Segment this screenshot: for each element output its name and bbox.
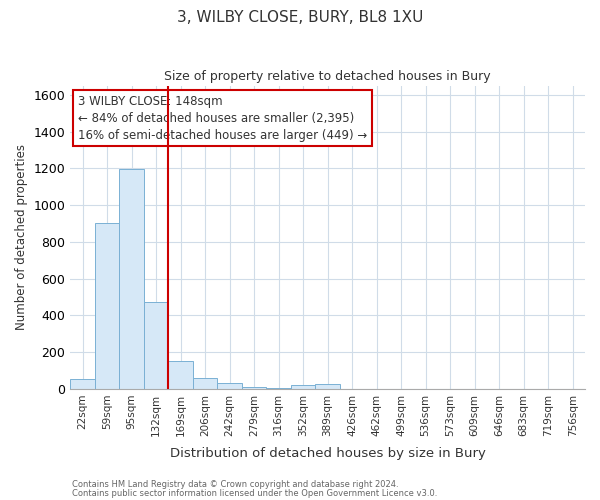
- Bar: [316, 384, 340, 389]
- Bar: [70, 379, 95, 389]
- Bar: [266, 388, 291, 389]
- Bar: [242, 387, 266, 389]
- Text: 3 WILBY CLOSE: 148sqm
← 84% of detached houses are smaller (2,395)
16% of semi-d: 3 WILBY CLOSE: 148sqm ← 84% of detached …: [78, 94, 367, 142]
- Text: Contains HM Land Registry data © Crown copyright and database right 2024.: Contains HM Land Registry data © Crown c…: [72, 480, 398, 489]
- Bar: [217, 384, 242, 389]
- Bar: [193, 378, 217, 389]
- Bar: [119, 169, 144, 389]
- Bar: [144, 302, 169, 389]
- Y-axis label: Number of detached properties: Number of detached properties: [15, 144, 28, 330]
- Bar: [169, 362, 193, 389]
- X-axis label: Distribution of detached houses by size in Bury: Distribution of detached houses by size …: [170, 447, 485, 460]
- Title: Size of property relative to detached houses in Bury: Size of property relative to detached ho…: [164, 70, 491, 83]
- Text: 3, WILBY CLOSE, BURY, BL8 1XU: 3, WILBY CLOSE, BURY, BL8 1XU: [177, 10, 423, 25]
- Bar: [291, 385, 316, 389]
- Text: Contains public sector information licensed under the Open Government Licence v3: Contains public sector information licen…: [72, 488, 437, 498]
- Bar: [95, 224, 119, 389]
